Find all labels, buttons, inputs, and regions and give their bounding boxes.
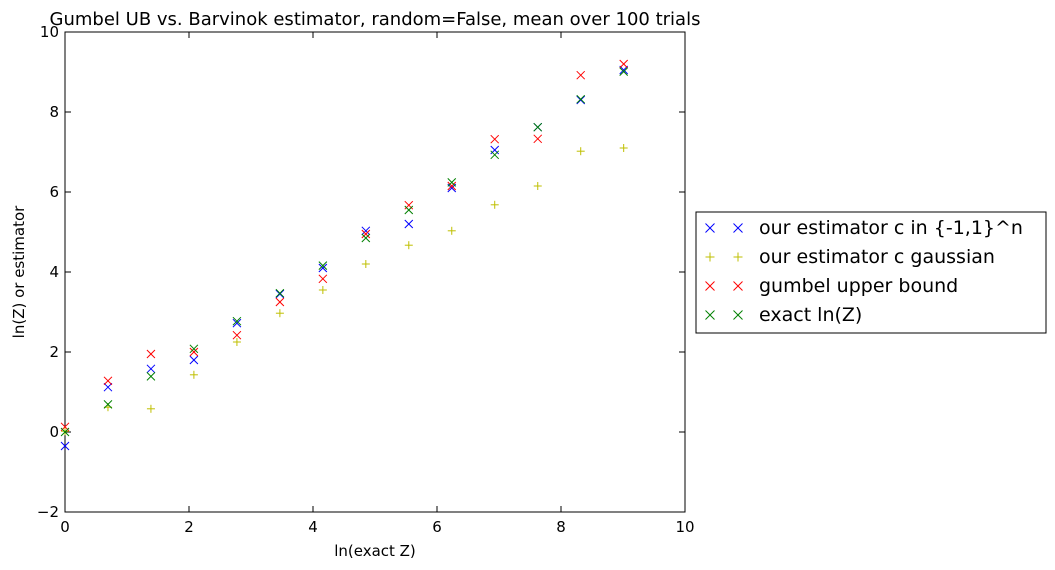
y-tick-label: 6 [49,183,59,201]
data-point [404,219,414,229]
legend: our estimator c in {-1,1}^n our estimator… [695,211,1047,334]
series-2 [60,59,629,432]
legend-marker [733,223,743,233]
legend-label: our estimator c gaussian [759,246,995,268]
data-point [404,205,414,215]
legend-marker [705,223,715,233]
data-point [146,349,156,359]
legend-marker [733,310,743,320]
data-point [275,309,284,318]
data-point [404,241,413,250]
data-point [146,404,155,413]
legend-label: exact ln(Z) [759,304,862,326]
y-tick-label: 8 [49,103,59,121]
chart-title: Gumbel UB vs. Barvinok estimator, random… [50,9,701,30]
data-point [189,347,199,357]
data-point [533,122,543,132]
data-point [232,316,242,326]
data-point [189,344,199,354]
legend-marker [705,310,715,320]
data-point [361,229,371,239]
legend-label: gumbel upper bound [759,275,958,297]
data-point [576,95,586,105]
data-point [318,261,328,270]
data-point [619,144,628,152]
legend-marker [705,252,715,262]
x-tick-label: 4 [308,518,318,536]
legend-marker [733,281,743,291]
data-point [103,400,113,409]
legend-marker [705,281,715,291]
data-point [189,355,199,365]
x-axis-label: ln(exact Z) [334,542,416,560]
data-point [61,427,69,436]
data-point [146,364,156,374]
data-point [533,182,542,190]
data-point [361,226,371,236]
data-point [146,372,156,381]
data-point [189,370,198,379]
data-point [361,233,371,243]
data-point [318,274,328,284]
data-point [318,286,327,294]
data-point [576,94,586,104]
data-point [490,134,500,144]
series-0 [60,65,629,451]
data-point [447,181,457,191]
legend-marker [733,252,743,262]
plot-frame [64,31,686,513]
data-point [490,150,500,160]
x-tick-label: 8 [556,518,566,536]
data-point [275,289,285,299]
x-tick-label: 2 [184,518,194,536]
data-point [490,200,499,209]
data-point [103,382,113,392]
data-point [232,318,242,328]
series-1 [61,144,628,436]
data-point [275,297,285,307]
y-tick-label: 2 [49,343,59,361]
x-tick-label: 0 [60,518,70,536]
data-point [404,200,414,210]
x-tick-label: 10 [675,518,694,536]
data-point [275,288,285,298]
y-tick-label: 10 [40,23,59,41]
legend-box [695,211,1047,334]
x-tick-label: 6 [432,518,442,536]
data-point [447,226,456,235]
y-tick-label: 0 [49,423,59,441]
data-point [447,178,457,187]
data-point [576,70,586,80]
data-point [103,376,113,386]
y-axis-label: ln(Z) or estimator [10,205,28,338]
series-3 [60,67,629,437]
data-point [576,147,585,156]
data-point [619,59,629,69]
data-point [60,427,70,437]
data-point [60,441,70,451]
data-point [232,330,242,340]
data-point [619,67,629,76]
data-point [533,134,543,144]
data-point [361,260,370,268]
data-point [232,338,241,346]
legend-label: our estimator c in {-1,1}^n [759,217,1023,239]
y-tick-label: −2 [37,503,59,521]
y-tick-label: 4 [49,263,59,281]
data-point [318,263,328,273]
data-points [60,59,629,451]
data-point [490,145,500,155]
